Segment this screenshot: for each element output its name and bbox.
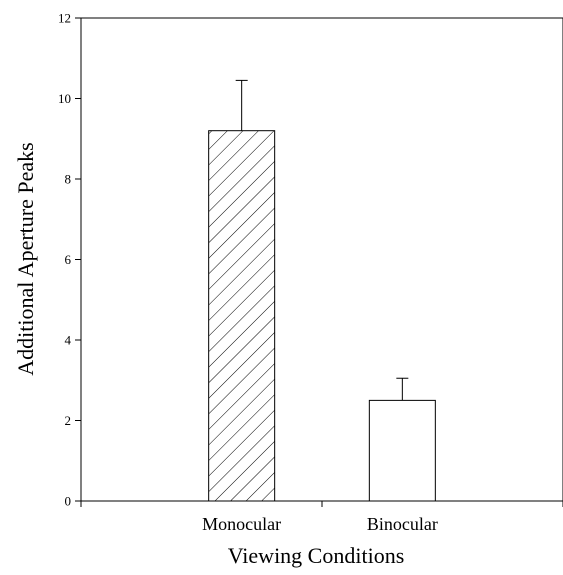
x-category-label: Monocular <box>202 514 281 534</box>
bar-binocular <box>368 399 436 502</box>
y-tick-label: 2 <box>65 413 72 428</box>
y-tick-label: 6 <box>65 252 72 267</box>
y-axis-title: Additional Aperture Peaks <box>13 142 38 375</box>
error-bars-layer <box>235 79 409 401</box>
x-axis-title: Viewing Conditions <box>228 543 405 568</box>
x-axis-ticks: Monocular Binocular <box>80 501 563 534</box>
plot-frame <box>80 17 563 502</box>
y-tick-label: 10 <box>58 91 71 106</box>
y-tick-label: 12 <box>58 11 71 26</box>
y-tick-label: 0 <box>65 494 72 509</box>
y-tick-label: 4 <box>65 333 72 348</box>
bar-monocular <box>208 130 276 502</box>
y-tick-label: 8 <box>65 172 72 187</box>
bars-layer <box>208 130 436 502</box>
x-category-label: Binocular <box>367 514 438 534</box>
y-axis-ticks: 0 2 4 6 8 10 12 <box>58 11 81 509</box>
